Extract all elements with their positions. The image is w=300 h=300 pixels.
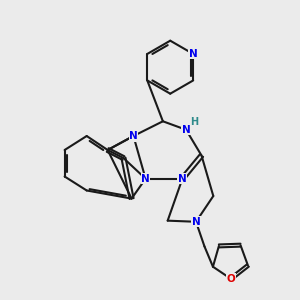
Text: N: N [182,125,190,135]
Text: N: N [141,174,150,184]
Text: O: O [226,274,235,284]
Text: N: N [189,49,198,59]
Text: H: H [190,117,198,128]
Text: N: N [129,131,138,141]
Text: N: N [192,217,200,227]
Text: N: N [178,174,187,184]
